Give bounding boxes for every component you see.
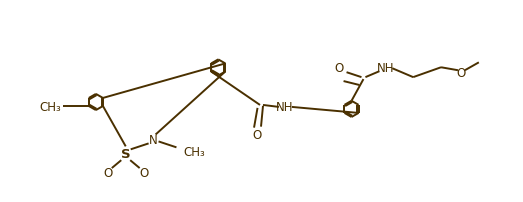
Text: NH: NH <box>377 61 394 74</box>
Text: NH: NH <box>276 101 293 114</box>
Text: O: O <box>334 61 343 74</box>
Text: O: O <box>103 167 112 180</box>
Text: S: S <box>121 147 131 160</box>
Text: CH₃: CH₃ <box>39 100 61 113</box>
Text: O: O <box>253 128 262 141</box>
Text: O: O <box>139 167 148 180</box>
Text: CH₃: CH₃ <box>184 145 205 158</box>
Text: O: O <box>456 66 465 79</box>
Text: N: N <box>149 133 158 146</box>
